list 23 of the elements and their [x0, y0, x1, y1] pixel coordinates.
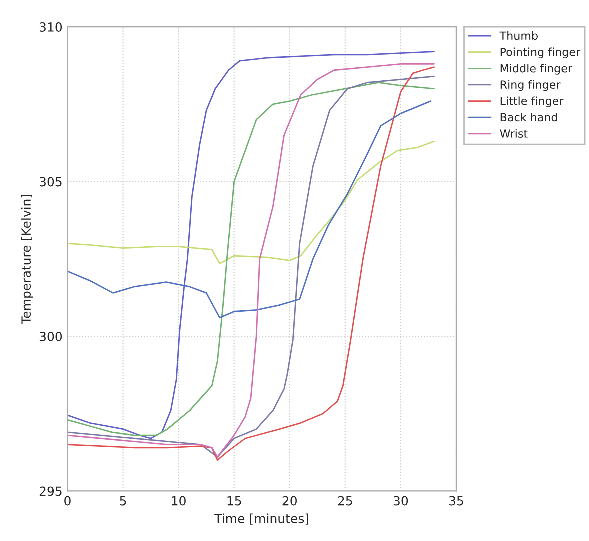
- y-axis-title: Temperature [Kelvin]: [21, 195, 34, 324]
- line-series: [68, 140, 435, 264]
- legend-label: Thumb: [500, 31, 538, 40]
- line-series: [68, 100, 432, 319]
- y-tick-label: 310: [40, 22, 62, 32]
- x-tick-label: 10: [172, 496, 186, 506]
- x-tick-label: 15: [228, 496, 242, 506]
- legend-label: Pointing finger: [500, 48, 581, 59]
- legend-label: Wrist: [500, 129, 528, 138]
- x-axis-title: Time [minutes]: [214, 514, 308, 525]
- legend-label: Middle finger: [500, 64, 573, 75]
- x-tick-label: 35: [449, 496, 464, 506]
- x-tick-label: 25: [338, 496, 352, 506]
- legend-label: Little finger: [500, 96, 564, 108]
- y-tick-label: 295: [40, 486, 62, 496]
- legend-label: Ring finger: [500, 80, 561, 92]
- x-tick-label: 0: [64, 496, 71, 506]
- x-tick-label: 5: [120, 496, 126, 506]
- x-tick-label: 30: [394, 496, 408, 506]
- y-tick-label: 300: [40, 332, 62, 342]
- x-tick-label: 20: [282, 496, 297, 506]
- legend-label: Back hand: [500, 113, 558, 122]
- y-tick-label: 305: [40, 177, 62, 187]
